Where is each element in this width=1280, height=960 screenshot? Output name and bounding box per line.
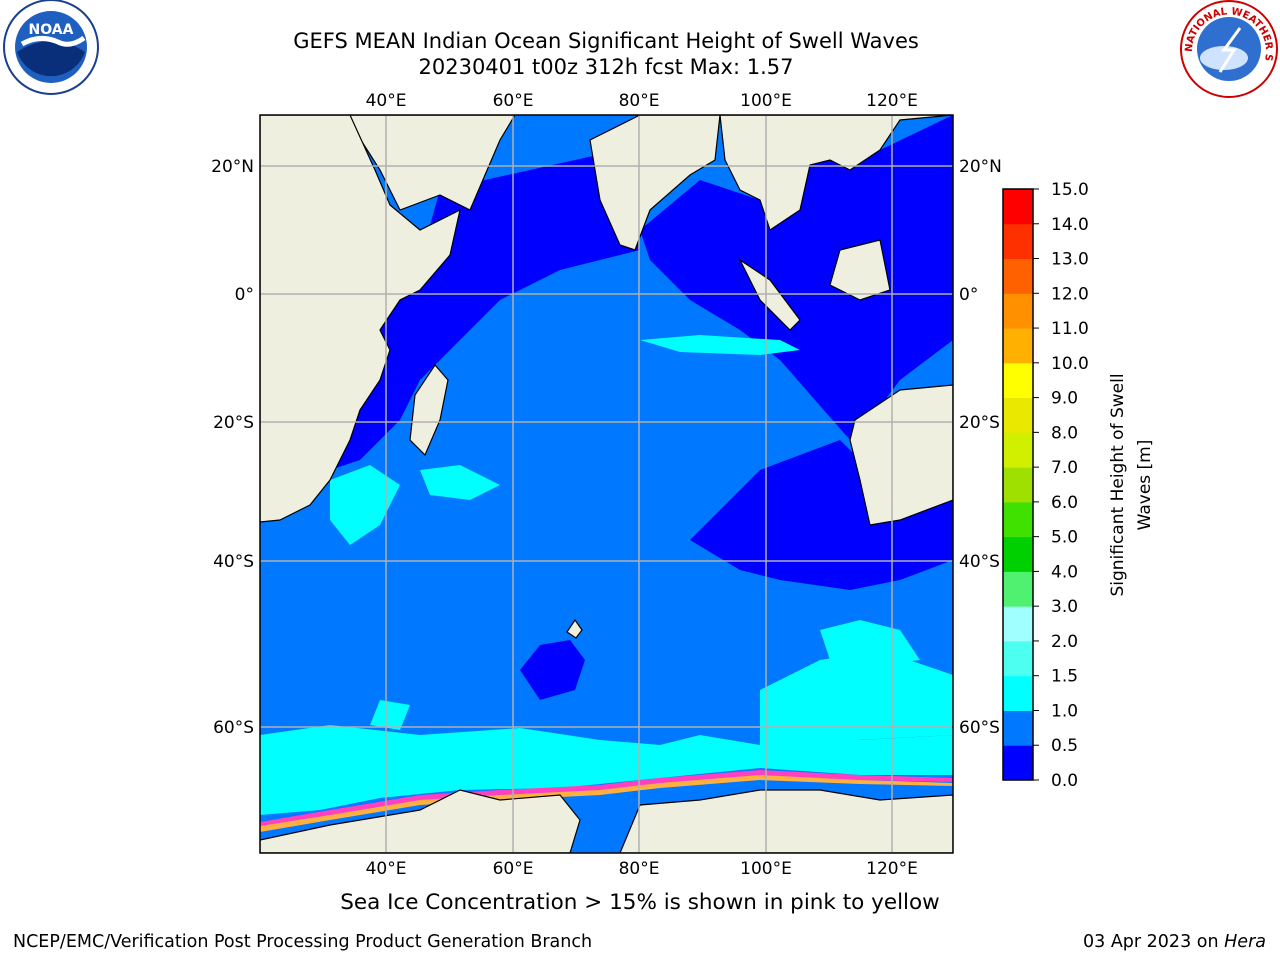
lon-label: 100°E xyxy=(740,91,792,111)
colorbar-tick-label: 10.0 xyxy=(1051,354,1089,374)
colorbar-tick-label: 14.0 xyxy=(1051,215,1089,235)
colorbar-tick-label: 15.0 xyxy=(1051,180,1089,200)
footer-host: Hera xyxy=(1224,932,1266,952)
footer-date-text: 03 Apr 2023 on xyxy=(1083,932,1225,952)
colorbar-tick-label: 13.0 xyxy=(1051,250,1089,270)
lon-label: 40°E xyxy=(366,91,407,111)
colorbar-tick-label: 0.0 xyxy=(1051,771,1078,791)
lat-label: 0° xyxy=(959,285,978,305)
footer-credit: NCEP/EMC/Verification Post Processing Pr… xyxy=(13,932,593,952)
colorbar-label-line2: Waves [m] xyxy=(1135,440,1155,531)
noaa-logo-text: NOAA xyxy=(29,22,74,38)
lat-label: 20°S xyxy=(213,413,254,433)
colorbar-tick-label: 3.0 xyxy=(1051,597,1078,617)
colorbar-swatch xyxy=(1003,675,1033,711)
lat-label: 40°S xyxy=(959,552,1000,572)
colorbar-tick-label: 12.0 xyxy=(1051,284,1089,304)
colorbar-tick-label: 11.0 xyxy=(1051,319,1089,339)
colorbar-frame xyxy=(1002,188,1034,781)
ocean-deep-regions xyxy=(330,115,953,700)
map-area xyxy=(260,115,953,853)
map-frame xyxy=(259,114,954,854)
colorbar-swatch xyxy=(1003,501,1033,538)
colorbar-swatch xyxy=(1003,606,1033,642)
ocean-cyan-regions xyxy=(260,335,953,815)
sea-ice-note: Sea Ice Concentration > 15% is shown in … xyxy=(340,890,940,915)
colorbar-tick-label: 0.5 xyxy=(1051,736,1078,756)
colorbar-tick-label: 7.0 xyxy=(1051,458,1078,478)
colorbar-swatch xyxy=(1003,432,1033,468)
lat-label: 60°S xyxy=(213,718,254,738)
national-weather-service-logo: NATIONAL WEATHER SERVICE xyxy=(0,0,1278,98)
lon-label: 60°E xyxy=(493,91,534,111)
lat-labels-left: 20°N 0° 20°S 40°S 60°S xyxy=(211,157,254,738)
colorbar-swatch xyxy=(1003,223,1033,260)
lon-label: 40°E xyxy=(366,859,407,879)
colorbar-tick-label: 4.0 xyxy=(1051,562,1078,582)
colorbar-tick-label: 6.0 xyxy=(1051,493,1078,513)
colorbar-tick-label: 2.0 xyxy=(1051,632,1078,652)
lat-label: 20°N xyxy=(211,157,254,177)
chart-title: GEFS MEAN Indian Ocean Significant Heigh… xyxy=(293,29,919,53)
lat-label: 20°S xyxy=(959,413,1000,433)
chart-subtitle: 20230401 t00z 312h fcst Max: 1.57 xyxy=(418,55,794,79)
sea-ice-pink xyxy=(260,770,953,828)
lat-labels-right: 20°N 0° 20°S 40°S 60°S xyxy=(959,157,1002,738)
lon-label: 120°E xyxy=(866,859,918,879)
colorbar-swatch xyxy=(1003,745,1033,781)
lat-label: 20°N xyxy=(959,157,1002,177)
colorbar-tick-label: 8.0 xyxy=(1051,423,1078,443)
land-masses xyxy=(260,115,953,853)
lon-label: 80°E xyxy=(619,859,660,879)
lat-label: 40°S xyxy=(213,552,254,572)
graticule xyxy=(260,115,953,853)
colorbar-tick-label: 1.0 xyxy=(1051,701,1078,721)
colorbar-tick-label: 1.5 xyxy=(1051,667,1078,687)
lat-label: 60°S xyxy=(959,718,1000,738)
colorbar-tick-label: 5.0 xyxy=(1051,528,1078,548)
lon-label: 60°E xyxy=(493,859,534,879)
colorbar-swatch xyxy=(1003,640,1033,677)
lon-label: 80°E xyxy=(619,91,660,111)
lat-label: 0° xyxy=(235,285,254,305)
colorbar-swatch xyxy=(1003,571,1033,607)
nws-logo-text: NATIONAL WEATHER SERVICE xyxy=(0,0,1274,62)
colorbar-swatch xyxy=(1003,710,1033,746)
colorbar: 0.0 0.5 1.0 1.5 2.0 3.0 4.0 5.0 6.0 7.0 8.0 9.0 10.0… xyxy=(1002,180,1089,791)
colorbar-label-line1: Significant Height of Swell xyxy=(1108,373,1128,596)
noaa-logo: NOAA xyxy=(3,0,99,95)
lon-labels-bottom: 40°E 60°E 80°E 100°E 120°E xyxy=(366,859,918,879)
lon-label: 120°E xyxy=(866,91,918,111)
footer-date: 03 Apr 2023 on Hera xyxy=(1083,932,1266,952)
lon-label: 100°E xyxy=(740,859,792,879)
colorbar-swatch xyxy=(1003,258,1033,294)
colorbar-swatch xyxy=(1003,467,1033,503)
colorbar-swatch xyxy=(1003,397,1033,433)
colorbar-tick-label: 9.0 xyxy=(1051,389,1078,409)
colorbar-swatch xyxy=(1003,362,1033,399)
lon-labels-top: 40°E 60°E 80°E 100°E 120°E xyxy=(366,91,918,111)
colorbar-swatch xyxy=(1003,293,1033,329)
colorbar-swatch xyxy=(1003,328,1033,364)
colorbar-swatch xyxy=(1003,189,1033,225)
colorbar-swatch xyxy=(1003,536,1033,572)
